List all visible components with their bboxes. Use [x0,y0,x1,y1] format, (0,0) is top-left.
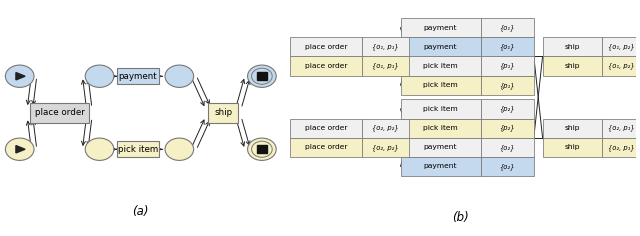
Circle shape [252,68,272,84]
Circle shape [165,65,194,87]
Text: payment: payment [424,25,457,31]
Text: {o₁, p₂}: {o₁, p₂} [608,63,634,69]
Text: ship: ship [214,108,232,117]
Text: (b): (b) [452,211,468,224]
Polygon shape [16,72,25,80]
Circle shape [5,138,34,160]
Polygon shape [16,146,25,153]
Bar [481,18,534,37]
Text: pick item: pick item [118,145,158,154]
Text: {o₂}: {o₂} [499,144,515,151]
Bar [290,118,362,138]
Bar [30,102,89,123]
Bar [481,37,534,56]
Text: ship: ship [564,144,580,150]
Bar [602,56,640,76]
Text: {p₁}: {p₁} [499,63,515,69]
Text: {o₁}: {o₁} [499,24,515,31]
Bar [543,37,602,56]
Bar [401,37,481,56]
Text: pick item: pick item [423,63,458,69]
Bar [602,37,640,56]
Text: place order: place order [35,108,84,117]
Bar [481,118,534,138]
Text: place order: place order [305,44,347,50]
Bar [602,138,640,157]
Text: {o₂, p₁}: {o₂, p₁} [608,144,634,151]
Text: payment: payment [424,144,457,150]
Bar [481,99,534,118]
Text: {o₂}: {o₂} [499,163,515,170]
Text: payment: payment [424,163,457,169]
Bar [543,118,602,138]
Bar [401,56,481,76]
Bar [290,138,362,157]
Text: place order: place order [305,63,347,69]
Bar [257,145,267,153]
Text: pick item: pick item [423,106,458,112]
Bar [401,118,481,138]
Circle shape [85,138,114,160]
Bar [257,72,267,80]
Bar [290,37,362,56]
Bar [362,37,410,56]
Bar [362,138,410,157]
Text: payment: payment [424,44,457,50]
Text: {p₂}: {p₂} [499,125,515,131]
Bar [290,56,362,76]
Text: {p₂}: {p₂} [499,105,515,112]
Bar [362,56,410,76]
Text: (a): (a) [132,205,149,218]
Bar [481,56,534,76]
Text: {p₁}: {p₁} [499,82,515,88]
Bar [401,18,481,37]
Circle shape [5,65,34,87]
Bar [481,157,534,176]
Text: pick item: pick item [423,125,458,131]
Text: place order: place order [305,125,347,131]
Text: ship: ship [564,44,580,50]
Bar [116,68,159,84]
Text: {o₁, p₁}: {o₁, p₁} [372,63,399,69]
Text: place order: place order [305,144,347,150]
Text: {o₂, p₂}: {o₂, p₂} [372,144,399,151]
Bar [543,56,602,76]
Text: ship: ship [564,125,580,131]
Circle shape [165,138,194,160]
Text: {o₁}: {o₁} [499,43,515,50]
Bar [401,157,481,176]
Bar [401,138,481,157]
Circle shape [248,65,276,87]
Text: ship: ship [564,63,580,69]
Bar [481,76,534,95]
Text: {o₂, p₁}: {o₂, p₁} [608,125,634,131]
Bar [208,102,239,123]
Bar [602,118,640,138]
Bar [481,138,534,157]
Bar [401,76,481,95]
Bar [543,138,602,157]
Text: payment: payment [119,72,157,81]
Text: {o₂, p₂}: {o₂, p₂} [372,125,399,131]
Circle shape [85,65,114,87]
Bar [401,99,481,118]
Text: pick item: pick item [423,82,458,88]
Bar [362,118,410,138]
Circle shape [252,141,272,157]
Circle shape [248,138,276,160]
Text: {o₁, p₁}: {o₁, p₁} [372,43,399,50]
Text: {o₁, p₂}: {o₁, p₂} [608,43,634,50]
Bar [116,141,159,157]
